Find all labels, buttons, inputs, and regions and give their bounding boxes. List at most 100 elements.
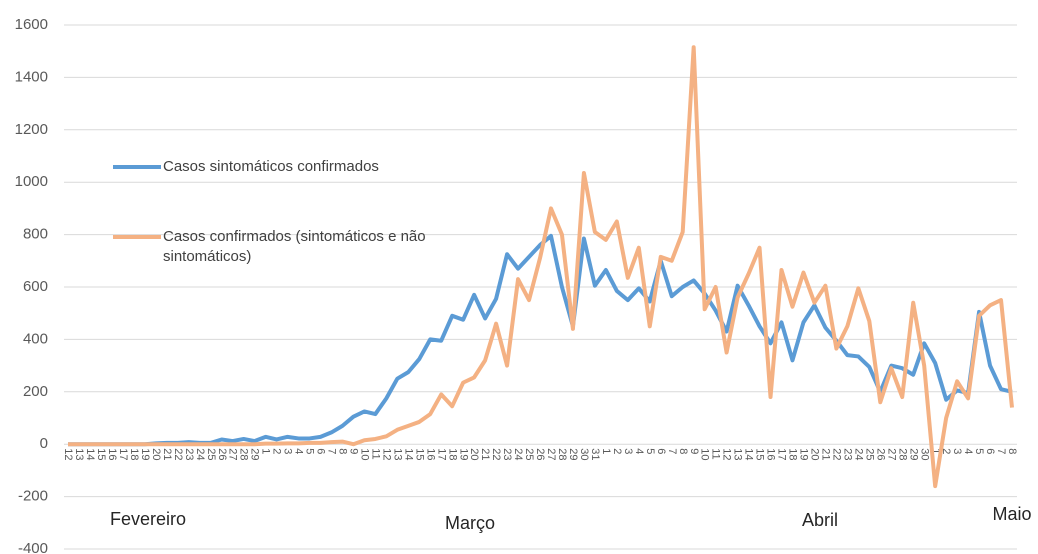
x-tick-label: 15 [754, 448, 766, 460]
x-tick-label: 20 [809, 448, 821, 460]
x-tick-label: 21 [479, 448, 491, 460]
x-tick-label: 29 [249, 448, 261, 460]
y-tick-label: 800 [23, 226, 48, 243]
x-tick-label: 23 [183, 448, 195, 460]
x-tick-label: 2 [940, 448, 952, 454]
month-label: Fevereiro [110, 509, 186, 529]
x-tick-label: 26 [534, 448, 546, 460]
x-tick-label: 1 [929, 448, 941, 454]
x-tick-label: 1 [600, 448, 612, 454]
x-tick-label: 24 [852, 448, 864, 460]
x-tick-label: 26 [874, 448, 886, 460]
x-tick-label: 6 [315, 448, 327, 454]
x-tick-label: 23 [841, 448, 853, 460]
x-tick-label: 7 [995, 448, 1007, 454]
x-tick-label: 24 [512, 448, 524, 460]
x-tick-label: 30 [918, 448, 930, 460]
y-tick-label: 200 [23, 383, 48, 400]
x-tick-label: 25 [205, 448, 217, 460]
y-tick-label: -400 [18, 540, 48, 554]
x-tick-label: 13 [732, 448, 744, 460]
x-tick-label: 10 [699, 448, 711, 460]
x-tick-label: 2 [271, 448, 283, 454]
x-tick-label: 18 [787, 448, 799, 460]
x-tick-label: 14 [402, 448, 414, 460]
x-tick-label: 9 [688, 448, 700, 454]
month-label: Março [445, 513, 495, 533]
x-tick-label: 28 [896, 448, 908, 460]
x-tick-label: 22 [490, 448, 502, 460]
x-tick-label: 22 [172, 448, 184, 460]
x-tick-label: 6 [655, 448, 667, 454]
x-tick-label: 6 [984, 448, 996, 454]
x-tick-label: 10 [358, 448, 370, 460]
legend-label: Casos sintomáticos confirmados [163, 158, 379, 175]
x-tick-label: 28 [556, 448, 568, 460]
series-line [68, 45, 1014, 489]
x-tick-label: 23 [501, 448, 513, 460]
x-tick-label: 8 [337, 448, 349, 454]
x-tick-label: 25 [863, 448, 875, 460]
x-tick-label: 5 [304, 448, 316, 454]
x-tick-label: 18 [128, 448, 140, 460]
x-tick-label: 20 [150, 448, 162, 460]
x-tick-label: 29 [567, 448, 579, 460]
x-tick-label: 3 [622, 448, 634, 454]
y-tick-label: 600 [23, 278, 48, 295]
y-tick-label: 1600 [15, 16, 48, 33]
x-tick-label: 13 [391, 448, 403, 460]
y-tick-label: 400 [23, 330, 48, 347]
x-tick-label: 24 [194, 448, 206, 460]
x-tick-label: 27 [885, 448, 897, 460]
x-tick-label: 12 [380, 448, 392, 460]
x-tick-label: 16 [424, 448, 436, 460]
x-tick-label: 19 [457, 448, 469, 460]
x-tick-label: 16 [765, 448, 777, 460]
x-tick-label: 17 [776, 448, 788, 460]
x-tick-label: 4 [633, 448, 645, 454]
x-tick-label: 11 [369, 448, 381, 459]
x-tick-label: 17 [117, 448, 129, 460]
y-tick-label: 1200 [15, 121, 48, 138]
x-tick-label: 15 [413, 448, 425, 460]
x-tick-label: 13 [73, 448, 85, 460]
x-tick-label: 17 [435, 448, 447, 460]
y-tick-label: 1400 [15, 68, 48, 85]
x-tick-label: 4 [962, 448, 974, 454]
x-tick-label: 31 [589, 448, 601, 460]
x-tick-label: 7 [326, 448, 338, 454]
x-tick-label: 12 [721, 448, 733, 460]
x-tick-label: 3 [282, 448, 294, 454]
x-tick-label: 4 [293, 448, 305, 454]
x-tick-label: 21 [819, 448, 831, 460]
x-tick-label: 3 [951, 448, 963, 454]
x-tick-label: 18 [446, 448, 458, 460]
x-tick-label: 8 [677, 448, 689, 454]
month-label: Abril [802, 510, 838, 530]
month-label: Maio [992, 504, 1031, 524]
x-tick-label: 19 [798, 448, 810, 460]
x-tick-label: 28 [238, 448, 250, 460]
x-tick-label: 9 [347, 448, 359, 454]
y-tick-label: 1000 [15, 173, 48, 190]
x-tick-label: 27 [545, 448, 557, 460]
x-tick-label: 8 [1006, 448, 1018, 454]
series-line [68, 233, 1013, 447]
x-tick-label: 20 [468, 448, 480, 460]
x-tick-label: 16 [106, 448, 118, 460]
x-tick-label: 27 [227, 448, 239, 460]
x-tick-label: 7 [666, 448, 678, 454]
x-tick-label: 19 [139, 448, 151, 460]
x-tick-label: 26 [216, 448, 228, 460]
x-tick-label: 5 [973, 448, 985, 454]
x-tick-label: 25 [523, 448, 535, 460]
x-tick-label: 29 [907, 448, 919, 460]
x-tick-label: 21 [161, 448, 173, 460]
x-tick-label: 14 [743, 448, 755, 460]
x-tick-label: 11 [710, 448, 722, 459]
x-tick-label: 2 [611, 448, 623, 454]
x-tick-label: 14 [84, 448, 96, 460]
x-tick-label: 1 [260, 448, 272, 454]
